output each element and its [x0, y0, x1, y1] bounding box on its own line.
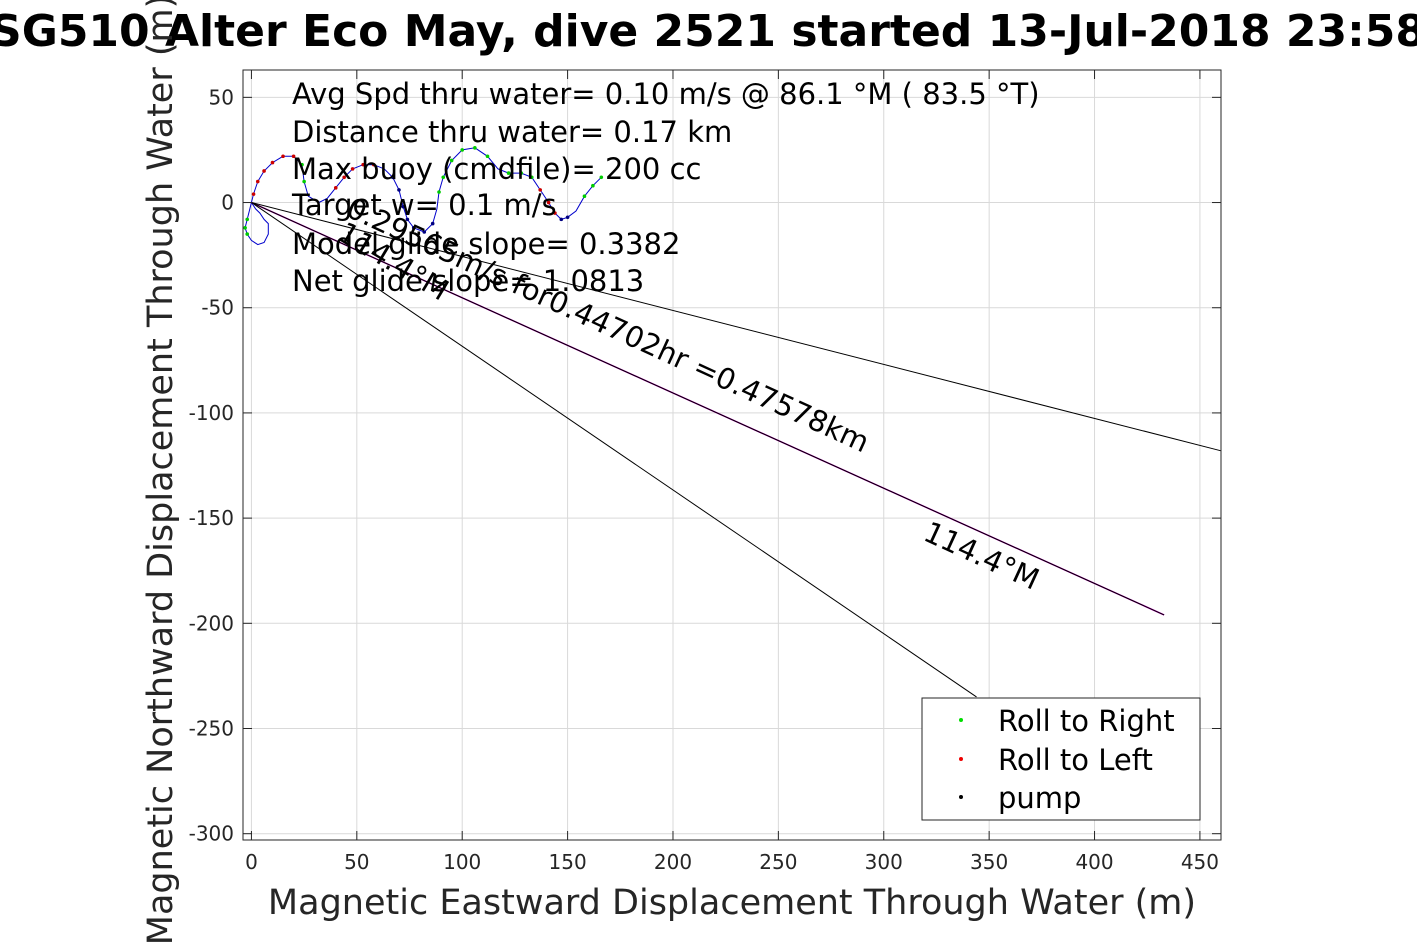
track-line — [244, 147, 602, 246]
legend-marker-pump — [959, 795, 963, 799]
ray-mid-line — [251, 202, 1165, 616]
marker-left-point — [361, 162, 365, 167]
marker-pump-point — [559, 217, 564, 222]
marker-right-point — [243, 225, 247, 230]
y-tick-label: 50 — [209, 85, 234, 109]
marker-right-point — [300, 162, 304, 167]
annotation-target-w: Target w= 0.1 m/s — [291, 188, 557, 222]
y-tick-label: -100 — [189, 401, 234, 425]
marker-right-point — [506, 171, 511, 175]
marker-pump-point — [565, 215, 570, 220]
marker-right-point — [529, 175, 534, 180]
plot-area-frame — [242, 69, 1222, 841]
tick-labels: 0 50 100 150 200 250 300 350 400 450500-50-100-15… — [189, 85, 1219, 874]
marker-right-point — [473, 146, 477, 150]
x-tick-label: 50 — [344, 850, 369, 874]
marker-right-point — [591, 183, 595, 188]
marker-right-point — [437, 190, 441, 194]
marker-right-point — [519, 171, 524, 175]
legend-label-roll-right: Roll to Right — [998, 704, 1175, 738]
marker-left-point — [553, 211, 557, 215]
annotation-model-glide-slope: Model glide slope= 0.3382 — [292, 227, 680, 261]
x-tick-label: 450 — [1181, 850, 1219, 874]
marker-right-point — [460, 148, 465, 152]
marker-left-point — [342, 175, 346, 180]
legend-label-roll-left: Roll to Left — [998, 743, 1153, 777]
legend-label-pump: pump — [998, 781, 1081, 815]
marker-right-point — [245, 232, 250, 236]
y-tick-label: -150 — [189, 506, 234, 530]
x-tick-label: 200 — [654, 850, 692, 874]
marker-pump-point — [405, 217, 410, 222]
marker-right-point — [599, 175, 604, 180]
ray-lower-line — [251, 202, 977, 698]
legend: Roll to Right Roll to Left pump — [921, 697, 1201, 821]
x-tick-label: 0 — [245, 850, 258, 874]
y-tick-label: -300 — [189, 822, 234, 846]
ticks — [243, 70, 1221, 840]
chart-title: SG510 Alter Eco May, dive 2521 started 1… — [0, 6, 1417, 57]
marker-left-point — [291, 154, 296, 159]
marker-pump-point — [411, 225, 416, 230]
marker-right-point — [441, 175, 446, 180]
marker-left-point — [262, 169, 266, 173]
x-tick-label: 350 — [970, 850, 1008, 874]
marker-left-point — [538, 188, 542, 192]
marker-right-point — [302, 179, 306, 184]
marker-pump-point — [430, 221, 435, 226]
marker-left-point — [255, 179, 260, 184]
marker-right-point — [485, 154, 490, 159]
x-tick-label: 300 — [865, 850, 903, 874]
legend-box — [921, 697, 1201, 821]
marker-pump-point — [397, 188, 401, 192]
marker-right-point — [245, 217, 250, 222]
series-layer — [244, 147, 1222, 698]
marker-left-point — [546, 200, 551, 205]
annotation-avg-speed: Avg Spd thru water= 0.10 m/s @ 86.1 °M (… — [292, 77, 1040, 111]
legend-marker-roll-left — [959, 757, 963, 761]
marker-right-point — [582, 194, 587, 199]
marker-layer — [243, 146, 604, 236]
x-tick-label: 400 — [1075, 850, 1113, 874]
y-tick-label: -50 — [201, 296, 234, 320]
x-tick-label: 250 — [759, 850, 797, 874]
annotation-distance: Distance thru water= 0.17 km — [292, 115, 732, 149]
annotation-net-glide-slope: Net glide slope= 1.0813 — [292, 264, 644, 298]
annotation-max-buoy: Max buoy (cmdfile)= 200 cc — [292, 152, 701, 186]
y-tick-label: 0 — [221, 191, 234, 215]
marker-left-point — [371, 162, 376, 167]
marker-pump-point — [390, 175, 395, 180]
x-tick-label: 150 — [549, 850, 587, 874]
marker-left-point — [350, 167, 355, 171]
legend-marker-roll-right — [959, 718, 963, 722]
y-tick-label: -200 — [189, 611, 234, 635]
marker-pump-point — [422, 230, 427, 234]
x-axis-label: Magnetic Eastward Displacement Through W… — [268, 883, 1196, 923]
y-tick-label: -250 — [189, 716, 234, 740]
annotations: Avg Spd thru water= 0.10 m/s @ 86.1 °M (… — [291, 77, 1040, 298]
y-axis-label: Magnetic Northward Displacement Through … — [141, 0, 181, 945]
marker-right-point — [449, 158, 454, 163]
x-tick-label: 100 — [443, 850, 481, 874]
ray-upper-line — [251, 202, 1222, 452]
marker-left-point — [333, 186, 338, 190]
marker-left-point — [270, 160, 275, 165]
marker-pump-point — [401, 204, 405, 209]
marker-left-point — [251, 192, 256, 196]
marker-left-point — [281, 154, 285, 159]
